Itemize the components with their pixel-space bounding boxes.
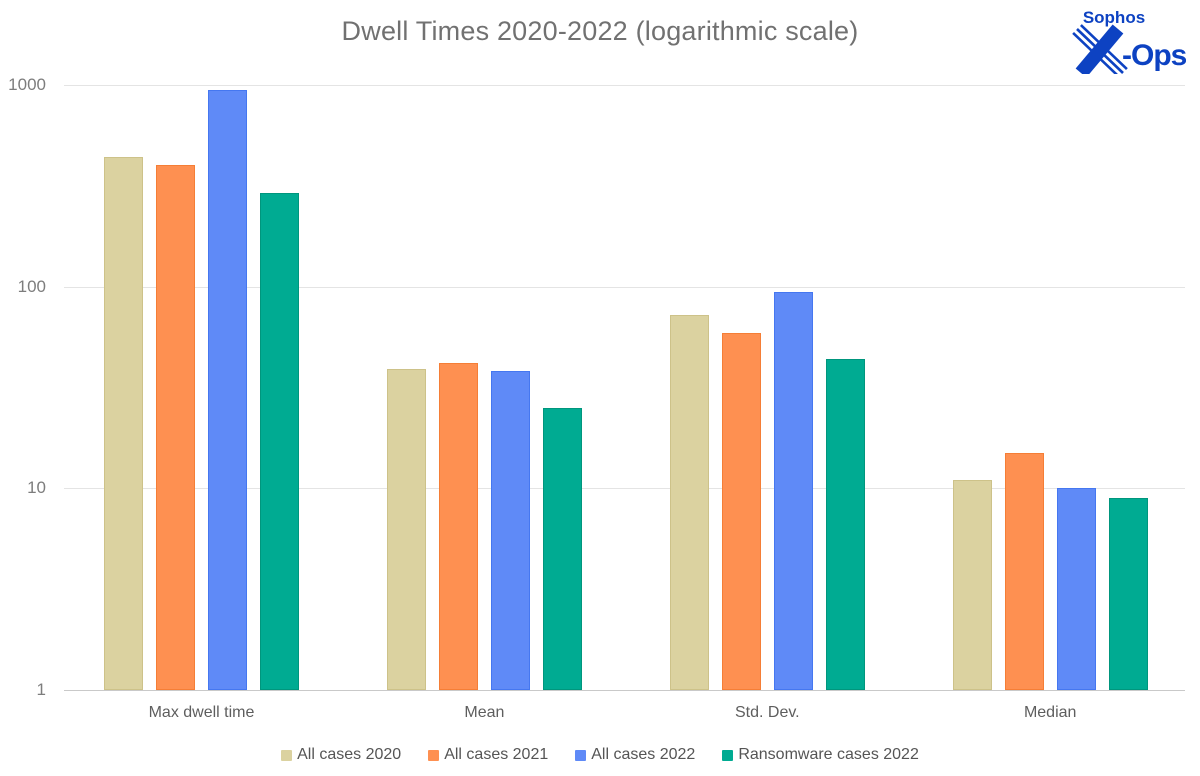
bar-2-1 xyxy=(156,165,195,690)
legend-item: Ransomware cases 2022 xyxy=(722,746,919,764)
bar-1-2 xyxy=(386,369,426,690)
bar-4-1 xyxy=(260,193,299,690)
x-category-label: Max dwell time xyxy=(148,704,255,721)
bar-2-2 xyxy=(438,362,478,690)
legend-item: All cases 2020 xyxy=(281,746,401,764)
legend-label: All cases 2022 xyxy=(591,746,696,763)
legend-label: All cases 2020 xyxy=(297,746,402,763)
bar-1-1 xyxy=(104,157,143,690)
legend: All cases 2020 All cases 2021 All cases 20… xyxy=(0,746,1200,764)
legend-swatch xyxy=(428,749,440,761)
logo-brand-text: Sophos xyxy=(1083,8,1145,27)
x-category-label: Std. Dev. xyxy=(734,704,800,721)
bar-4-2 xyxy=(542,408,582,690)
y-tick-label: 10 xyxy=(27,478,46,498)
legend-swatch xyxy=(281,749,293,761)
x-category-label: Mean xyxy=(464,704,505,721)
y-tick-label: 100 xyxy=(17,276,46,296)
legend-item: All cases 2021 xyxy=(428,746,548,764)
bar-3-3 xyxy=(773,292,813,690)
bar-3-1 xyxy=(208,90,247,690)
logo-x-mark xyxy=(1072,24,1128,74)
bar-1-4 xyxy=(952,479,992,690)
bar-3-2 xyxy=(490,371,530,690)
bar-1-3 xyxy=(669,315,709,690)
logo-unit-text: -Ops xyxy=(1122,39,1186,72)
legend-item: All cases 2022 xyxy=(575,746,695,764)
bar-2-4 xyxy=(1004,452,1044,690)
bar-3-4 xyxy=(1056,488,1096,690)
legend-swatch xyxy=(722,749,734,761)
chart-title: Dwell Times 2020-2022 (logarithmic scale… xyxy=(341,16,859,46)
legend-swatch xyxy=(575,749,587,761)
gridline xyxy=(64,286,1185,288)
y-tick-label: 1 xyxy=(36,680,46,699)
gridline xyxy=(64,488,1185,490)
bar-4-4 xyxy=(1108,497,1148,690)
gridline xyxy=(64,84,1185,86)
sophos-xops-logo: Sophos -Ops xyxy=(1072,8,1186,74)
bar-4-3 xyxy=(825,358,865,690)
x-category-label: Median xyxy=(1023,704,1077,721)
bar-2-3 xyxy=(721,332,761,690)
y-tick-label: 1000 xyxy=(8,74,46,94)
x-axis-baseline xyxy=(64,690,1185,691)
legend-label: Ransomware cases 2022 xyxy=(738,746,919,763)
legend-label: All cases 2021 xyxy=(444,746,549,763)
